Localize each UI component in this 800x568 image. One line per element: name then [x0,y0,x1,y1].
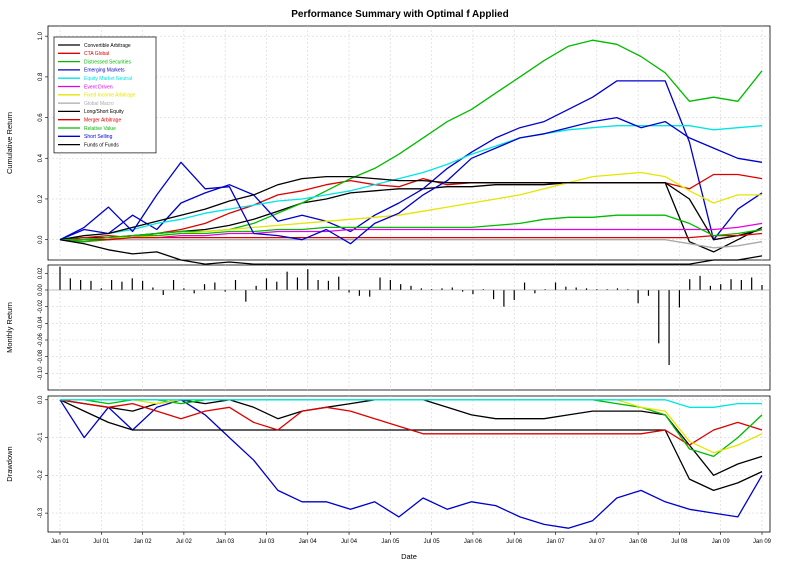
y-tick-label: 0.0 [38,395,44,404]
x-tick-label: Jul 06 [506,539,523,545]
cumulative-line-event-driven [60,222,763,241]
x-tick-label: Jul 03 [258,539,275,545]
y-axis-label: Monthly Return [5,302,14,353]
y-tick-label: 0.6 [38,113,44,122]
cumulative-line-global-macro [60,239,763,249]
legend-label: Distressed Securities [84,59,131,65]
legend-label: Long/Short Equity [84,109,124,115]
y-tick-label: 0.8 [38,72,44,81]
y-axis-label: Drawdown [5,446,14,481]
y-tick-label: 0.4 [38,153,44,162]
y-tick-label: 0.0 [38,235,44,244]
legend-label: Emerging Markets [84,68,125,74]
legend-label: Equity Market Neutral [84,76,132,82]
legend-label: Merger Arbitrage [84,118,121,124]
y-tick-label: -0.10 [38,366,44,380]
x-tick-label: Jan 03 [216,539,235,545]
y-tick-label: -0.08 [38,349,44,363]
y-tick-label: -0.02 [38,299,44,313]
x-tick-label: Jan 06 [464,539,483,545]
cumulative-line-merger-arbitrage [60,232,763,241]
x-tick-label: Jul 05 [424,539,441,545]
y-tick-label: -0.1 [38,432,44,443]
x-tick-label: Jan 04 [299,539,318,545]
x-tick-label: Jan 08 [629,539,648,545]
cumulative-line-short-selling [59,116,763,245]
legend-label: Event Driven [84,84,113,90]
cumulative-line-funds-of-funds [59,239,763,265]
legend-label: Global Macro [84,101,114,107]
drawdown-line-distressed-securities [60,399,763,458]
legend-label: Funds of Funds [84,142,119,148]
drawdown-line-equity-market-neutral [60,399,762,408]
legend-label: Fixed Income Arbitrage [84,93,136,99]
y-tick-label: -0.06 [38,333,44,347]
y-tick-label: 1.0 [38,31,44,40]
x-tick-label: Jan 01 [51,539,70,545]
cumulative-line-emerging-markets [59,80,763,241]
panel-frame-0 [47,25,771,261]
cumulative-line-relative-value [60,214,763,241]
x-tick-label: Jan 02 [134,539,153,545]
y-tick-label: 0.02 [38,267,44,279]
y-axis-label: Cumulative Return [5,112,14,174]
x-tick-label: Jan 05 [381,539,400,545]
x-tick-label: Jul 04 [341,539,358,545]
x-tick-label: Jan 09 [753,539,772,545]
legend-label: Short Selling [84,134,113,140]
y-tick-label: -0.3 [38,507,44,518]
legend-label: CTA Global [84,51,109,57]
drawdown-line-fixed-income-arbitrage [60,399,763,454]
panel-frame-1 [47,264,771,391]
chart-title: Performance Summary with Optimal f Appli… [291,9,509,20]
legend-label: Relative Value [84,126,116,132]
x-tick-label: Jan 07 [547,539,566,545]
x-tick-label: Jan 09 [712,539,731,545]
y-tick-label: -0.04 [38,316,44,330]
drawdown-line-cta-global [59,399,763,446]
drawdown-line-short-selling [59,399,763,529]
x-tick-label: Jul 02 [176,539,193,545]
cumulative-line-distressed-securities [59,39,763,243]
panel-frame-2 [47,395,771,533]
x-axis-label: Date [401,552,417,561]
x-tick-label: Jul 01 [93,539,110,545]
y-tick-label: 0.2 [38,194,44,203]
cumulative-line-convertible-arbitrage [59,182,763,253]
cumulative-line-long-short-equity [59,175,763,241]
legend-label: Convertible Arbitrage [84,43,131,49]
cumulative-line-equity-market-neutral [59,125,763,241]
x-tick-label: Jul 08 [671,539,688,545]
y-tick-label: -0.2 [38,470,44,481]
y-tick-label: 0.00 [38,284,44,296]
x-tick-label: Jul 07 [589,539,606,545]
